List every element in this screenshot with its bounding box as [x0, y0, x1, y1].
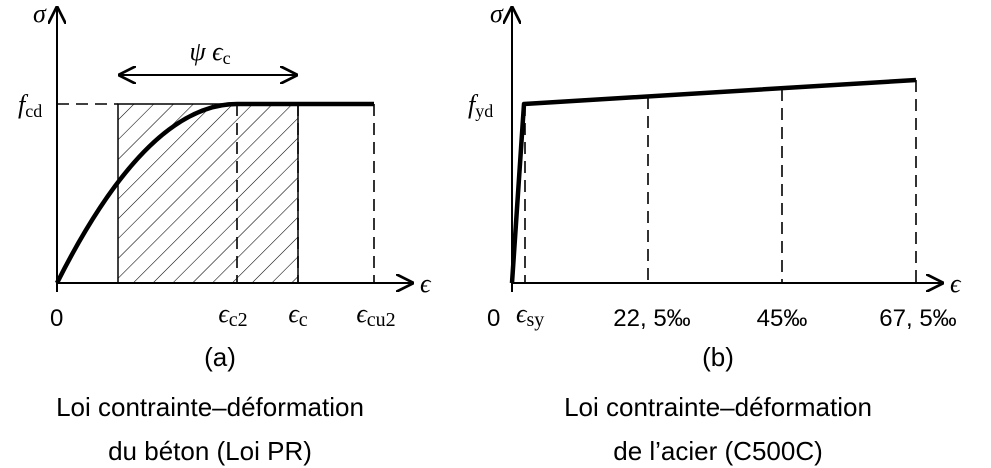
subscript: c [223, 48, 231, 68]
hatched-zone [117, 103, 299, 284]
y-axis-label: σ [33, 0, 47, 28]
x-axis-label: ϵ [420, 269, 432, 298]
concrete-diagram: σ ϵ fcd ψ ϵc 0 ϵc2 ϵc ϵcu2 (a) Loi contr… [18, 0, 432, 466]
x-label: 45‰ [757, 305, 808, 332]
caption: Loi contrainte–déformation [564, 392, 872, 422]
x-axis-label: ϵ [950, 269, 962, 298]
x-label: ϵc2 [218, 299, 247, 331]
stress-curve [54, 101, 374, 285]
x-label: ϵc [288, 299, 307, 331]
origin-label: 0 [50, 305, 63, 332]
level-label: fyd [468, 90, 493, 121]
symbol: ϵ [516, 299, 528, 328]
prefix: ψ ϵ [189, 37, 224, 66]
subscript: cu2 [367, 309, 396, 331]
caption: du béton (Loi PR) [108, 436, 312, 466]
origin-label: 0 [487, 305, 500, 332]
tag: (a) [204, 342, 236, 372]
symbol: f [468, 90, 479, 119]
subscript: cd [25, 101, 42, 121]
subscript: c [299, 309, 308, 331]
symbol: f [18, 90, 29, 119]
x-label: 22, 5‰ [613, 305, 690, 332]
caption: Loi contrainte–déformation [56, 392, 364, 422]
subscript: c2 [229, 309, 248, 331]
width-label: ψ ϵc [189, 37, 230, 68]
y-axis-label: σ [490, 0, 504, 28]
caption: de l’acier (C500C) [613, 436, 823, 466]
level-label: fcd [18, 90, 42, 121]
x-label: ϵsy [516, 299, 544, 331]
subscript: sy [526, 309, 544, 331]
symbol: ϵ [218, 299, 230, 328]
tag: (b) [702, 342, 734, 372]
stress-curve [509, 77, 917, 284]
symbol: ϵ [288, 299, 300, 328]
x-label: ϵcu2 [356, 299, 395, 331]
x-label: 67, 5‰ [879, 305, 956, 332]
subscript: yd [475, 101, 493, 121]
steel-diagram: σ ϵ fyd 0 ϵsy 22, 5‰ 45‰ 67, 5‰ (b) Loi … [468, 0, 962, 466]
symbol: ϵ [356, 299, 368, 328]
